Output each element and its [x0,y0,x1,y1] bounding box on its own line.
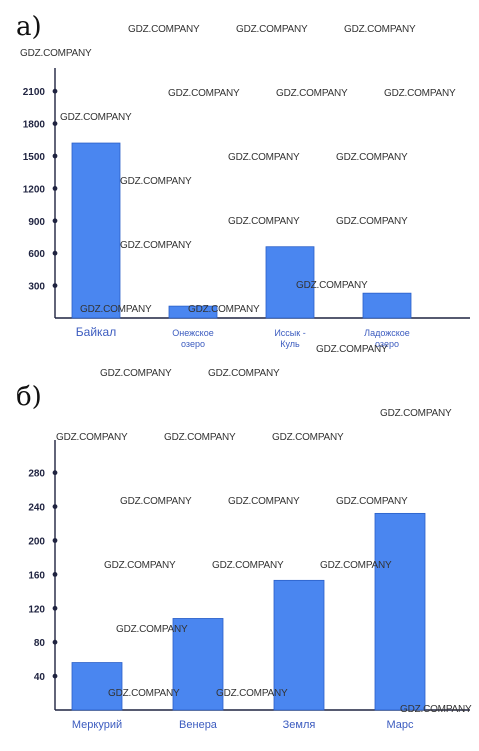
bar-2 [168,305,218,319]
watermark: GDZ.COMPANY [384,88,456,99]
watermark: GDZ.COMPANY [20,48,92,59]
bar-4 [374,512,426,711]
watermark: GDZ.COMPANY [316,344,388,355]
watermark: GDZ.COMPANY [236,24,308,35]
bar-4 [362,292,412,319]
watermark: GDZ.COMPANY [104,560,176,571]
bar-1 [71,142,121,319]
y-tick-label: 1500 [23,152,46,163]
watermark: GDZ.COMPANY [228,216,300,227]
watermark: GDZ.COMPANY [400,704,472,715]
watermark: GDZ.COMPANY [336,152,408,163]
watermark: GDZ.COMPANY [168,88,240,99]
panel-b-label: б) [16,382,42,412]
watermark: GDZ.COMPANY [276,88,348,99]
x-category-label: Меркурий [72,719,122,731]
watermark: GDZ.COMPANY [116,624,188,635]
y-tick-label: 1800 [23,120,46,131]
y-tick-label: 1200 [23,184,46,195]
y-tick-mark [52,250,58,256]
y-tick-mark [52,218,58,224]
y-tick-label: 80 [34,638,46,649]
watermark: GDZ.COMPANY [60,112,132,123]
y-tick-label: 40 [34,672,46,683]
watermark: GDZ.COMPANY [128,24,200,35]
y-tick-label: 160 [28,570,45,581]
bar-3 [265,246,315,319]
x-category-label: Ладожское озеро [364,328,410,349]
y-tick-label: 900 [28,217,45,228]
y-tick-label: 240 [28,503,45,514]
panel-a-label: а) [16,12,42,42]
y-tick-mark [52,186,58,191]
watermark: GDZ.COMPANY [336,496,408,507]
watermark: GDZ.COMPANY [212,560,284,571]
watermark: GDZ.COMPANY [336,216,408,227]
y-tick-label: 280 [28,469,45,480]
x-category-label: Байкал [76,325,116,339]
watermark: GDZ.COMPANY [120,240,192,251]
y-tick-mark [52,639,58,645]
y-tick-label: 300 [28,282,45,293]
y-tick-mark [52,153,58,159]
y-tick-mark [52,538,58,543]
watermark: GDZ.COMPANY [120,496,192,507]
x-category-label: Земля [283,719,316,731]
watermark: GDZ.COMPANY [320,560,392,571]
y-tick-mark [52,673,58,679]
y-tick-mark [52,121,58,126]
bar-3 [273,579,325,711]
watermark: GDZ.COMPANY [216,688,288,699]
watermark: GDZ.COMPANY [120,176,192,187]
x-category-label: Онежское озеро [172,328,213,349]
y-tick-mark [52,605,58,611]
y-tick-mark [52,283,58,288]
x-category-label: Иссык -Куль [274,328,305,349]
x-category-label: Венера [179,719,218,731]
watermark: GDZ.COMPANY [344,24,416,35]
watermark: GDZ.COMPANY [208,368,280,379]
bar-1 [71,662,123,711]
y-tick-label: 120 [28,604,45,615]
watermark: GDZ.COMPANY [100,368,172,379]
y-tick-mark [52,470,58,476]
y-tick-label: 2100 [23,87,46,98]
bar-2 [172,618,224,711]
watermark: GDZ.COMPANY [164,432,236,443]
watermark: GDZ.COMPANY [296,280,368,291]
watermark: GDZ.COMPANY [228,152,300,163]
y-tick-mark [52,572,58,577]
y-tick-mark [52,88,58,94]
watermark: GDZ.COMPANY [380,408,452,419]
y-tick-label: 600 [28,249,45,260]
watermark: GDZ.COMPANY [272,432,344,443]
watermark: GDZ.COMPANY [56,432,128,443]
watermark: GDZ.COMPANY [108,688,180,699]
y-tick-label: 200 [28,537,45,548]
watermark: GDZ.COMPANY [228,496,300,507]
watermark: GDZ.COMPANY [80,304,152,315]
y-tick-mark [52,504,58,509]
x-category-label: Марс [386,719,414,731]
watermark: GDZ.COMPANY [188,304,260,315]
